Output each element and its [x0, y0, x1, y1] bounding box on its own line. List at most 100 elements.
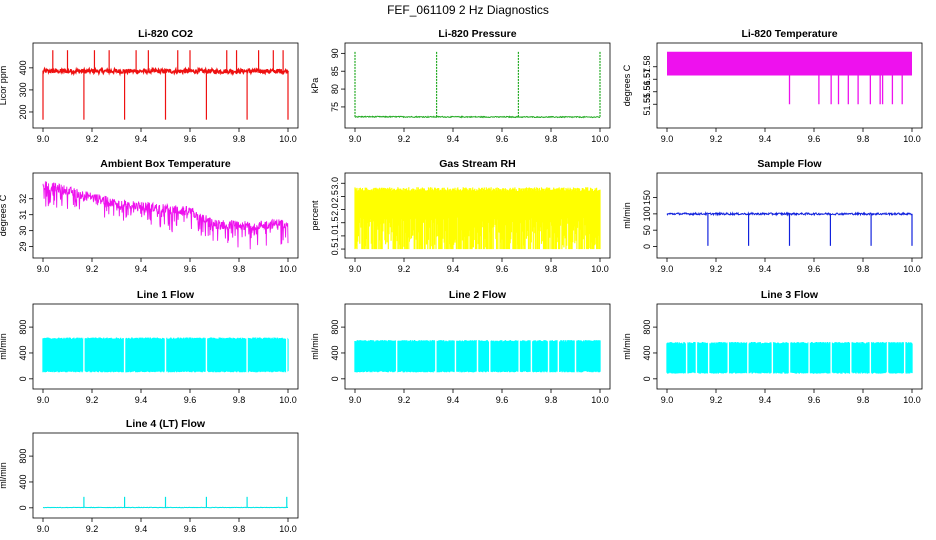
plot-frame: [32, 432, 299, 519]
x-tick-label: 9.0: [37, 395, 50, 405]
y-axis-label: ml/min: [622, 333, 632, 360]
panel-line4: Line 4 (LT) Flow ml/min 9.0 9.2 9.4 9.6 9.8 10.…: [0, 418, 299, 534]
y-tick-label: 400: [642, 345, 652, 360]
x-tick-label: 9.6: [184, 524, 197, 534]
x-tick-label: 9.4: [447, 134, 460, 144]
figure-title: FEF_061109 2 Hz Diagnostics: [387, 3, 549, 17]
plot-frame: [656, 172, 923, 259]
x-tick-label: 9.8: [857, 134, 870, 144]
y-axis-label: kPa: [310, 78, 320, 94]
series-line: [354, 115, 601, 119]
y-tick-label: 800: [18, 449, 28, 464]
x-tick-label: 9.6: [808, 395, 821, 405]
y-tick-label: 800: [18, 320, 28, 335]
panel-line3: Line 3 Flow ml/min 9.0 9.2 9.4 9.6 9.8 10.0 0 400…: [622, 289, 923, 405]
x-tick-label: 9.4: [759, 134, 772, 144]
y-tick-label: 3.0: [330, 177, 340, 190]
x-tick-label: 10.0: [279, 524, 297, 534]
chart-title: Line 2 Flow: [449, 289, 507, 301]
x-tick-label: 9.6: [808, 264, 821, 274]
x-tick-label: 10.0: [279, 395, 297, 405]
x-tick-label: 10.0: [279, 134, 297, 144]
x-tick-label: 10.0: [903, 395, 921, 405]
x-tick-label: 9.8: [857, 395, 870, 405]
chart-title: Li-820 CO2: [138, 28, 193, 40]
x-tick-label: 9.2: [86, 395, 99, 405]
y-axis-label: ml/min: [310, 333, 320, 360]
series-band: [354, 340, 601, 373]
plot-frame: [344, 303, 611, 390]
x-tick-label: 9.2: [398, 395, 411, 405]
series-band: [667, 51, 912, 76]
x-tick-label: 10.0: [591, 134, 609, 144]
x-tick-label: 10.0: [591, 264, 609, 274]
y-tick-label: 32: [18, 194, 28, 204]
x-tick-label: 10.0: [591, 395, 609, 405]
x-tick-label: 9.4: [447, 395, 460, 405]
x-tick-label: 9.2: [710, 395, 723, 405]
y-tick-label: 200: [18, 104, 28, 119]
x-tick-label: 9.0: [349, 134, 362, 144]
x-tick-label: 9.4: [135, 264, 148, 274]
x-tick-label: 10.0: [279, 264, 297, 274]
series-band: [354, 187, 601, 250]
x-tick-label: 9.0: [661, 134, 674, 144]
y-axis-label: degrees C: [622, 64, 632, 106]
x-tick-label: 9.2: [710, 134, 723, 144]
plot-frame: [344, 42, 611, 129]
y-tick-label: 0: [18, 505, 28, 510]
x-tick-label: 9.2: [398, 264, 411, 274]
y-axis-label: ml/min: [622, 202, 632, 229]
x-tick-label: 9.2: [86, 134, 99, 144]
chart-title: Sample Flow: [757, 158, 822, 170]
x-tick-label: 9.8: [545, 134, 558, 144]
y-tick-label: 51.56: [642, 80, 652, 103]
y-tick-label: 29: [18, 242, 28, 252]
panel-co2: Li-820 CO2 Licor ppm 9.0 9.2 9.4 9.6 9.8 10.0 20…: [0, 28, 299, 144]
x-tick-label: 10.0: [903, 134, 921, 144]
x-tick-label: 9.6: [496, 264, 509, 274]
y-axis-label: ml/min: [0, 462, 8, 489]
x-tick-label: 9.0: [349, 264, 362, 274]
series-line: [42, 181, 289, 250]
y-axis-label: percent: [310, 200, 320, 231]
x-tick-label: 9.8: [857, 264, 870, 274]
chart-title: Gas Stream RH: [439, 158, 515, 170]
panel-line1: Line 1 Flow ml/min 9.0 9.2 9.4 9.6 9.8 10.0 0 400…: [0, 289, 299, 405]
y-tick-label: 30: [18, 226, 28, 236]
x-tick-label: 9.8: [233, 134, 246, 144]
x-tick-label: 9.2: [710, 264, 723, 274]
y-tick-label: 31: [18, 210, 28, 220]
x-tick-label: 9.0: [37, 524, 50, 534]
plot-frame: [656, 42, 923, 129]
y-tick-label: 51.57: [642, 68, 652, 91]
y-tick-label: 2.5: [330, 190, 340, 203]
panel-rh: Gas Stream RH percent 9.0 9.2 9.4 9.6 9.8 10.0 0…: [310, 158, 611, 274]
chart-title: Line 1 Flow: [137, 289, 195, 301]
x-tick-label: 9.4: [447, 264, 460, 274]
plot-frame: [32, 172, 299, 259]
y-tick-label: 400: [330, 345, 340, 360]
x-tick-label: 9.0: [661, 264, 674, 274]
x-tick-label: 9.0: [37, 264, 50, 274]
panel-pressure: Li-820 Pressure kPa 9.0 9.2 9.4 9.6 9.8 10.0 75 8…: [310, 28, 611, 144]
y-tick-label: 80: [330, 84, 340, 94]
plot-frame: [344, 172, 611, 259]
x-tick-label: 9.8: [545, 395, 558, 405]
x-tick-label: 9.8: [233, 264, 246, 274]
y-tick-label: 400: [18, 474, 28, 489]
y-tick-label: 0: [18, 376, 28, 381]
y-tick-label: 0.5: [330, 243, 340, 256]
x-tick-label: 9.2: [398, 134, 411, 144]
chart-title: Li-820 Temperature: [741, 28, 837, 40]
y-axis-label: ml/min: [0, 333, 8, 360]
x-tick-label: 9.6: [808, 134, 821, 144]
x-tick-label: 9.4: [759, 395, 772, 405]
x-tick-label: 9.0: [349, 395, 362, 405]
y-tick-label: 400: [18, 60, 28, 75]
chart-title: Line 3 Flow: [761, 289, 819, 301]
panel-line2: Line 2 Flow ml/min 9.0 9.2 9.4 9.6 9.8 10.0 0 400…: [310, 289, 611, 405]
plot-frame: [32, 42, 299, 129]
chart-title: Li-820 Pressure: [438, 28, 516, 40]
